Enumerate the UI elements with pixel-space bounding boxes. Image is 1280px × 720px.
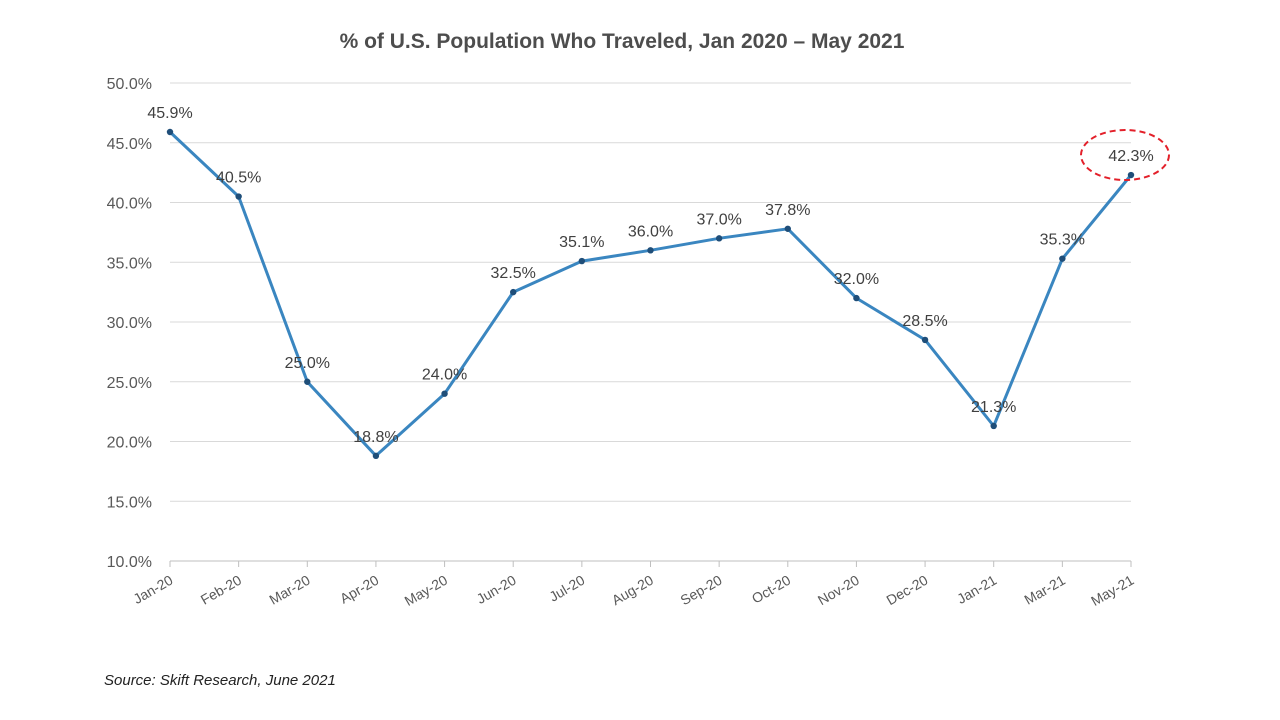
x-axis <box>169 560 1132 567</box>
chart-title: % of U.S. Population Who Traveled, Jan 2… <box>339 30 905 53</box>
data-label: 35.3% <box>1040 232 1085 249</box>
data-point <box>235 193 242 200</box>
data-label: 40.5% <box>216 170 261 187</box>
y-tick-label: 50.0% <box>107 76 152 93</box>
data-point <box>441 390 448 397</box>
x-tick-label: Mar-21 <box>1021 572 1068 608</box>
x-tick-label: Aug-20 <box>609 572 656 609</box>
data-point <box>1127 171 1135 179</box>
data-point <box>304 378 311 385</box>
x-tick-label: Jul-20 <box>546 572 587 605</box>
data-label: 42.3% <box>1108 148 1153 165</box>
data-point <box>1059 255 1066 262</box>
source-note: Source: Skift Research, June 2021 <box>104 672 336 689</box>
data-label: 18.8% <box>353 429 398 446</box>
x-tick-label: Mar-20 <box>266 572 313 608</box>
data-label: 32.5% <box>491 265 536 282</box>
data-label: 45.9% <box>147 105 192 122</box>
x-tick-label: Dec-20 <box>883 572 930 609</box>
gridlines <box>170 82 1131 502</box>
y-tick-label: 25.0% <box>107 375 152 392</box>
y-tick-label: 45.0% <box>107 136 152 153</box>
y-tick-label: 10.0% <box>107 554 152 571</box>
data-label: 36.0% <box>628 223 673 240</box>
y-axis-tick-labels: 10.0% 15.0% 20.0% 25.0% 30.0% 35.0% 40.0% 45.0%… <box>107 76 152 571</box>
data-labels: 45.9% 40.5% 25.0% 18.8% 24.0% 32.5% 35.1% 36.0%… <box>147 105 1153 446</box>
data-point <box>784 225 791 232</box>
x-tick-label: May-21 <box>1088 572 1137 609</box>
data-label: 21.3% <box>971 399 1016 416</box>
data-point <box>990 422 997 430</box>
y-tick-label: 15.0% <box>107 494 152 511</box>
x-tick-label: Oct-20 <box>749 572 794 607</box>
data-point <box>853 294 860 302</box>
x-tick-label: Nov-20 <box>815 572 862 609</box>
data-label: 37.8% <box>765 202 810 219</box>
x-tick-label: Jan-21 <box>954 572 999 607</box>
data-point <box>921 336 929 344</box>
data-label: 37.0% <box>696 211 741 228</box>
data-label: 28.5% <box>902 313 947 330</box>
x-tick-label: Jun-20 <box>474 572 519 607</box>
data-label: 25.0% <box>285 355 330 372</box>
data-label: 24.0% <box>422 367 467 384</box>
data-point <box>647 247 654 254</box>
data-point <box>372 452 380 460</box>
y-tick-label: 20.0% <box>107 435 152 452</box>
x-tick-label: May-20 <box>402 572 451 609</box>
highlight-ellipse <box>1080 129 1170 182</box>
data-label: 32.0% <box>834 271 879 288</box>
x-tick-label: Sep-20 <box>678 572 725 609</box>
y-tick-label: 40.0% <box>107 196 152 213</box>
x-tick-label: Feb-20 <box>198 572 245 608</box>
y-tick-label: 35.0% <box>107 255 152 272</box>
data-label: 35.1% <box>559 234 604 251</box>
y-tick-label: 30.0% <box>107 315 152 332</box>
data-markers <box>166 128 1135 460</box>
data-point <box>510 288 517 296</box>
x-tick-label: Jan-20 <box>130 572 175 607</box>
x-axis-tick-labels: Jan-20 Feb-20 Mar-20 Apr-20 May-20 Jun-20 Jul-… <box>130 572 1136 609</box>
data-point <box>578 257 586 265</box>
data-point <box>166 128 174 136</box>
data-point <box>715 235 723 242</box>
x-tick-label: Apr-20 <box>337 572 382 607</box>
